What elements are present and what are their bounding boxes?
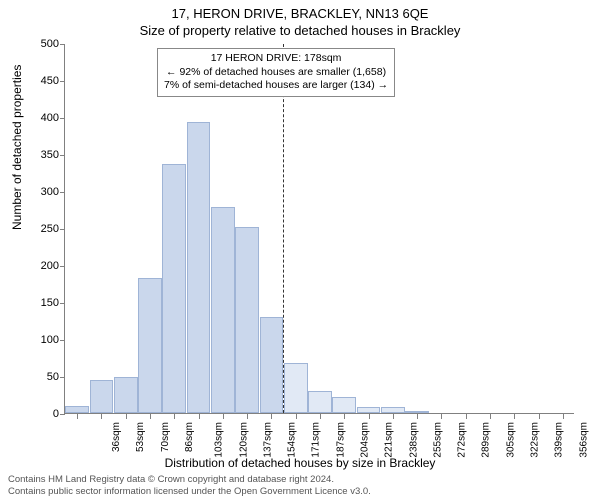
ytick-label: 500 — [25, 38, 59, 50]
xtick-label: 238sqm — [408, 422, 419, 458]
footer-line-1: Contains HM Land Registry data © Crown c… — [8, 474, 371, 486]
xtick-mark — [77, 414, 78, 419]
xtick-mark — [344, 414, 345, 419]
xtick-mark — [441, 414, 442, 419]
xtick-label: 154sqm — [287, 422, 298, 458]
xtick-label: 70sqm — [160, 422, 171, 452]
xtick-label: 36sqm — [111, 422, 122, 452]
ytick-label: 400 — [25, 112, 59, 124]
ytick-label: 300 — [25, 186, 59, 198]
xtick-mark — [296, 414, 297, 419]
xtick-label: 86sqm — [184, 422, 195, 452]
ytick-mark — [60, 303, 65, 304]
ytick-label: 0 — [25, 408, 59, 420]
plot-area: 05010015020025030035040045050036sqm53sqm… — [64, 44, 574, 414]
ytick-mark — [60, 229, 65, 230]
xtick-label: 171sqm — [311, 422, 322, 458]
xtick-label: 339sqm — [554, 422, 565, 458]
annotation-line: 17 HERON DRIVE: 178sqm — [164, 52, 388, 66]
ytick-label: 250 — [25, 223, 59, 235]
xtick-mark — [563, 414, 564, 419]
xtick-mark — [539, 414, 540, 419]
histogram-bar — [332, 397, 356, 413]
histogram-bar — [187, 122, 211, 413]
ytick-label: 150 — [25, 297, 59, 309]
ytick-mark — [60, 340, 65, 341]
xtick-label: 204sqm — [360, 422, 371, 458]
ytick-mark — [60, 155, 65, 156]
histogram-bar — [90, 380, 114, 413]
histogram-bar — [308, 391, 332, 413]
xtick-mark — [174, 414, 175, 419]
xtick-label: 221sqm — [384, 422, 395, 458]
ytick-label: 50 — [25, 371, 59, 383]
annotation-line: ← 92% of detached houses are smaller (1,… — [164, 66, 388, 80]
footer-attribution: Contains HM Land Registry data © Crown c… — [8, 474, 371, 498]
chart-area: 05010015020025030035040045050036sqm53sqm… — [64, 44, 574, 414]
ytick-mark — [60, 377, 65, 378]
xtick-label: 187sqm — [335, 422, 346, 458]
histogram-bar — [235, 227, 259, 413]
histogram-bar — [138, 278, 162, 413]
xtick-mark — [490, 414, 491, 419]
xtick-label: 272sqm — [457, 422, 468, 458]
ytick-label: 350 — [25, 149, 59, 161]
xtick-mark — [101, 414, 102, 419]
ytick-mark — [60, 118, 65, 119]
ytick-label: 100 — [25, 334, 59, 346]
xtick-label: 322sqm — [530, 422, 541, 458]
xtick-mark — [320, 414, 321, 419]
reference-line — [283, 44, 284, 413]
histogram-bar — [65, 406, 89, 413]
xtick-label: 53sqm — [135, 422, 146, 452]
histogram-bar — [381, 407, 405, 413]
xtick-mark — [126, 414, 127, 419]
xtick-mark — [393, 414, 394, 419]
xtick-mark — [514, 414, 515, 419]
histogram-bar — [114, 377, 138, 413]
xtick-label: 137sqm — [262, 422, 273, 458]
title-sub: Size of property relative to detached ho… — [0, 21, 600, 38]
xtick-mark — [150, 414, 151, 419]
xtick-label: 120sqm — [238, 422, 249, 458]
ytick-mark — [60, 44, 65, 45]
ytick-label: 450 — [25, 75, 59, 87]
xtick-mark — [199, 414, 200, 419]
histogram-bar — [284, 363, 308, 413]
xtick-label: 305sqm — [505, 422, 516, 458]
annotation-line: 7% of semi-detached houses are larger (1… — [164, 79, 388, 93]
xtick-mark — [271, 414, 272, 419]
xtick-label: 356sqm — [578, 422, 589, 458]
xtick-mark — [369, 414, 370, 419]
title-main: 17, HERON DRIVE, BRACKLEY, NN13 6QE — [0, 0, 600, 21]
xtick-label: 255sqm — [432, 422, 443, 458]
y-axis-label: Number of detached properties — [10, 65, 24, 230]
xtick-mark — [466, 414, 467, 419]
ytick-mark — [60, 192, 65, 193]
ytick-label: 200 — [25, 260, 59, 272]
ytick-mark — [60, 81, 65, 82]
histogram-bar — [260, 317, 284, 413]
xtick-mark — [247, 414, 248, 419]
annotation-box: 17 HERON DRIVE: 178sqm← 92% of detached … — [157, 48, 395, 97]
histogram-bar — [211, 207, 235, 413]
ytick-mark — [60, 414, 65, 415]
x-axis-label: Distribution of detached houses by size … — [0, 456, 600, 470]
ytick-mark — [60, 266, 65, 267]
histogram-bar — [162, 164, 186, 413]
histogram-bar — [357, 407, 381, 413]
footer-line-2: Contains public sector information licen… — [8, 486, 371, 498]
xtick-mark — [223, 414, 224, 419]
xtick-label: 103sqm — [214, 422, 225, 458]
histogram-bar — [405, 411, 429, 413]
xtick-label: 289sqm — [481, 422, 492, 458]
xtick-mark — [417, 414, 418, 419]
